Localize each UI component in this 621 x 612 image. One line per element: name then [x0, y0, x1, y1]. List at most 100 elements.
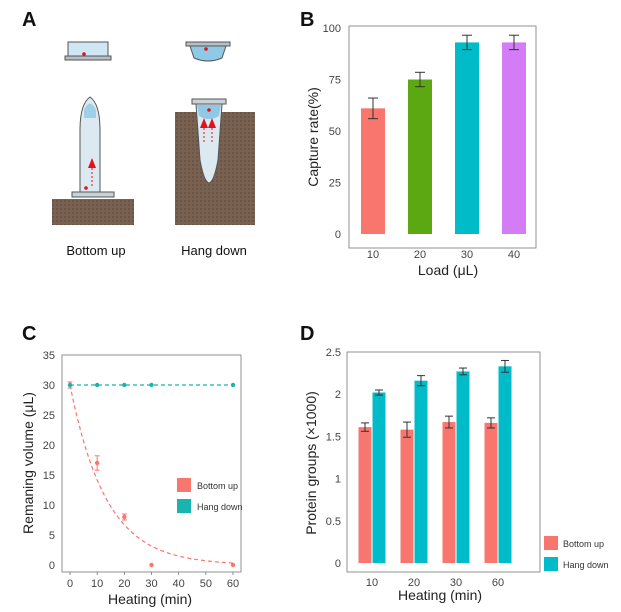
chart-c-xtick-label: 50: [200, 578, 212, 590]
panel-letter-c: C: [22, 323, 36, 345]
chart-b-x-axis: 10 20 30 40: [367, 249, 520, 261]
tube-bottom-up-icon: [71, 96, 115, 198]
chart-d-legend-label: Bottom up: [563, 539, 604, 549]
label-hang-down: Hang down: [181, 243, 247, 258]
chart-d-frame: [346, 351, 541, 573]
chart-c-ylabel: Remaning volume (μL): [20, 392, 36, 534]
chart-d-y-axis: 0 0.5 1 1.5 2 2.5: [326, 347, 341, 570]
chart-d-xtick-label: 20: [408, 577, 420, 589]
chart-d-bar-hang-down: [498, 366, 512, 563]
chart-d-bars: [358, 359, 512, 563]
chart-b-bar: [361, 108, 385, 234]
chart-c-ytick-label: 30: [43, 380, 55, 392]
chart-d-bar-bottom-up: [400, 429, 414, 563]
chart-c-xtick-label: 60: [227, 578, 239, 590]
chart-c-frame: [61, 354, 242, 573]
chart-c-xtick-label: 0: [67, 578, 73, 590]
chart-b-xlabel: Load (μL): [418, 262, 478, 278]
chart-c-ytick-label: 20: [43, 440, 55, 452]
chart-c-x-axis: 0 10 20 30 40 50 60: [67, 572, 239, 590]
chart-d-bar-hang-down: [372, 392, 386, 563]
chart-d-legend-swatch: [544, 557, 558, 571]
panel-letter-a: A: [22, 9, 36, 31]
chart-c-point-hang-down: [122, 382, 127, 388]
chart-c-point-hang-down: [230, 382, 236, 388]
chart-c-ytick-label: 35: [43, 350, 55, 362]
chart-b-xtick-label: 40: [508, 249, 520, 261]
chart-b-xtick-label: 10: [367, 249, 379, 261]
chart-c-xtick-label: 20: [118, 578, 130, 590]
chart-c-legend: Bottom up Hang down: [177, 478, 243, 513]
panel-a-illustration: Bottom up Hang down: [52, 41, 255, 258]
chart-d: 0 0.5 1 1.5 2 2.5 10 20 30 60 Bottom up Hang down…: [303, 347, 609, 603]
chart-c-point-hang-down: [67, 382, 73, 388]
chart-c-ytick-label: 25: [43, 410, 55, 422]
chart-b-ytick-label: 0: [335, 229, 341, 241]
chart-d-bar-bottom-up: [442, 422, 456, 563]
chart-b-ylabel: Capture rate(%): [305, 87, 321, 187]
chart-c-legend-swatch: [177, 478, 191, 492]
chart-c-point-bottom-up: [122, 514, 127, 520]
chart-b-bar: [408, 79, 432, 234]
chart-d-bar-hang-down: [456, 371, 470, 563]
chart-c-xtick-label: 10: [91, 578, 103, 590]
chart-d-ytick-label: 0: [335, 558, 341, 570]
chart-c-line-bottom-up: [69, 384, 234, 564]
chart-d-xtick-label: 30: [450, 577, 462, 589]
chart-b-frame: [348, 25, 537, 249]
slide-right-icon: [185, 41, 231, 62]
chart-b-ytick-label: 50: [329, 126, 341, 138]
chart-c-point-bottom-up: [149, 562, 154, 568]
chart-b-bar: [455, 42, 479, 234]
chart-d-ytick-label: 0.5: [326, 516, 341, 528]
chart-d-x-axis: 10 20 30 60: [366, 577, 504, 589]
chart-c-ytick-label: 5: [49, 530, 55, 542]
chart-d-bar-bottom-up: [484, 422, 498, 563]
label-bottom-up: Bottom up: [66, 243, 125, 258]
chart-d-ytick-label: 2: [335, 389, 341, 401]
chart-d-xlabel: Heating (min): [398, 587, 482, 603]
chart-b-ytick-label: 100: [323, 23, 341, 35]
chart-d-ytick-label: 2.5: [326, 347, 341, 359]
chart-d-xtick-label: 10: [366, 577, 378, 589]
chart-b-bar: [502, 42, 526, 234]
chart-b-ytick-label: 25: [329, 178, 341, 190]
chart-d-legend: Bottom up Hang down: [544, 536, 609, 571]
panel-letter-b: B: [300, 9, 314, 31]
chart-b-y-axis: 0 25 50 75 100: [323, 23, 341, 241]
chart-d-xtick-label: 60: [492, 577, 504, 589]
chart-b-bars: [361, 34, 526, 234]
chart-b-xtick-label: 20: [414, 249, 426, 261]
chart-b-xtick-label: 30: [461, 249, 473, 261]
chart-c-legend-swatch: [177, 499, 191, 513]
block-left: [52, 199, 134, 225]
chart-c-point-hang-down: [94, 382, 100, 388]
chart-b-ytick-label: 75: [329, 75, 341, 87]
chart-c-ytick-label: 15: [43, 470, 55, 482]
chart-c-legend-label: Bottom up: [197, 481, 238, 491]
panel-letter-d: D: [300, 323, 314, 345]
chart-d-ytick-label: 1.5: [326, 431, 341, 443]
chart-d-ytick-label: 1: [335, 474, 341, 486]
chart-c-y-axis: 0 5 10 15 20 25 30 35: [43, 350, 55, 572]
chart-c-ytick-label: 0: [49, 560, 55, 572]
tube-hang-down-icon: [191, 98, 227, 184]
chart-c-legend-label: Hang down: [197, 502, 243, 512]
chart-c-point-bottom-up: [230, 562, 236, 568]
chart-c: 0 5 10 15 20 25 30 35 0 10 20 30 40 50 60 Bottom up Ha…: [20, 350, 243, 607]
chart-b: 0 25 50 75 100 10 20 30 40 Load (μL) Capture ra…: [305, 23, 537, 278]
chart-d-legend-label: Hang down: [563, 560, 609, 570]
slide-left-icon: [64, 41, 112, 61]
chart-c-xtick-label: 40: [173, 578, 185, 590]
chart-c-point-bottom-up: [94, 460, 100, 466]
chart-d-bar-hang-down: [414, 380, 428, 563]
chart-d-ylabel: Protein groups (×1000): [303, 391, 319, 535]
chart-c-xtick-label: 30: [145, 578, 157, 590]
chart-d-bar-bottom-up: [358, 427, 372, 563]
chart-c-xlabel: Heating (min): [108, 591, 192, 607]
chart-c-point-hang-down: [149, 382, 154, 388]
chart-c-series: [67, 381, 236, 568]
chart-d-legend-swatch: [544, 536, 558, 550]
chart-c-ytick-label: 10: [43, 500, 55, 512]
